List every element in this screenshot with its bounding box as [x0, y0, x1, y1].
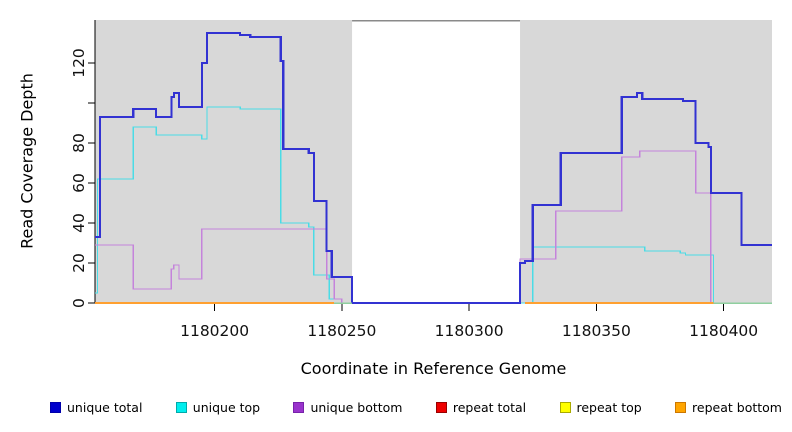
legend-item-unique-total: unique total	[50, 400, 142, 415]
legend-label: repeat bottom	[692, 399, 782, 415]
legend-swatch-icon	[293, 401, 305, 413]
legend-label: unique total	[67, 399, 143, 415]
legend-item-repeat-total: repeat total	[435, 399, 527, 415]
legend-swatch-icon	[175, 401, 187, 413]
coverage-panel	[95, 20, 353, 303]
x-tick-label: 1180350	[562, 322, 631, 340]
y-tick-label: 60	[70, 173, 88, 193]
legend-item-unique-top: unique top	[175, 399, 261, 415]
y-tick-label: 120	[70, 48, 88, 78]
legend-item-repeat-bottom: repeat bottom	[675, 400, 782, 415]
legend-swatch-icon	[675, 401, 687, 413]
series-unique-bottom	[95, 150, 772, 304]
x-tick-label: 1180300	[435, 322, 504, 340]
series-unique-total	[95, 31, 772, 305]
legend-item-unique-bottom: unique bottom	[293, 399, 403, 415]
x-axis-title: Coordinate in Reference Genome	[300, 359, 567, 378]
legend-label: repeat top	[576, 399, 642, 415]
series-unique-top	[95, 106, 772, 304]
y-tick-label: 0	[70, 298, 88, 308]
legend-label: unique top	[192, 399, 261, 415]
legend-label: repeat total	[452, 399, 527, 415]
legend-swatch-icon	[50, 401, 61, 413]
coverage-panel	[520, 20, 772, 303]
legend-item-repeat-top: repeat top	[559, 399, 642, 415]
legend-swatch-icon	[559, 401, 571, 413]
legend-swatch-icon	[435, 401, 447, 413]
legend: unique total unique top unique bottom repea…	[50, 399, 782, 415]
x-tick-label: 1180250	[307, 322, 376, 340]
y-tick-label: 20	[70, 253, 88, 273]
y-tick-label: 80	[70, 133, 88, 153]
y-axis-title: Read Coverage Depth	[17, 73, 37, 249]
legend-label: unique bottom	[310, 399, 403, 415]
y-tick-label: 40	[70, 213, 88, 233]
x-tick-label: 1180400	[689, 322, 758, 340]
x-tick-label: 1180200	[180, 322, 249, 340]
